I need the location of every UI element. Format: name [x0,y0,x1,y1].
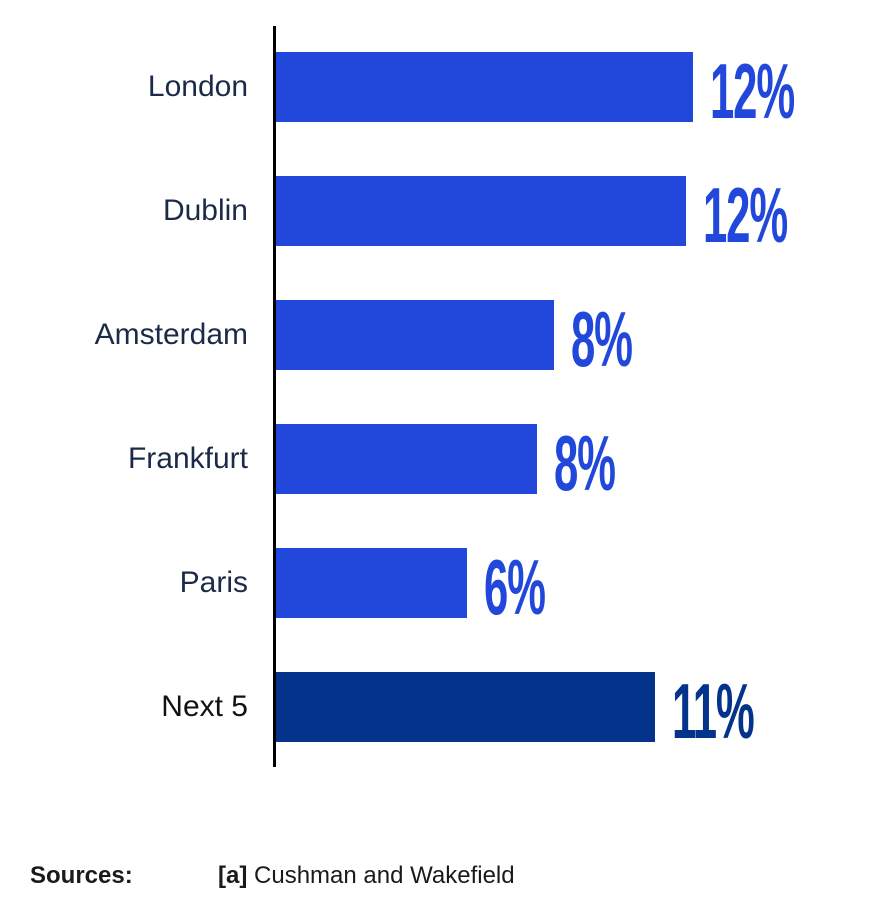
bar-row: Frankfurt 8% [0,397,887,521]
source-ref: [a] [218,862,248,889]
value-label: 11% [672,667,755,755]
bar [276,548,467,618]
chart-plot-area: London 12% Dublin 12% Amsterdam 8% Frankfurt 8%… [0,25,887,769]
sources-label: Sources: [30,862,133,889]
bar-row: Next 5 11% [0,645,887,769]
bar [276,672,655,742]
source-citation: [a] Cushman and Wakefield [218,862,515,890]
bar-row: Dublin 12% [0,149,887,273]
bar [276,52,693,122]
category-label: London [147,70,248,103]
bar-row: Paris 6% [0,521,887,645]
value-label: 8% [554,419,616,507]
bar-row: London 12% [0,25,887,149]
source-text: Cushman and Wakefield [254,862,515,889]
value-label: 6% [484,543,546,631]
category-label: Frankfurt [127,442,248,475]
plot-cell: 12% [276,25,887,149]
bar [276,300,554,370]
value-label: 12% [703,171,788,259]
plot-cell: 12% [276,149,887,273]
value-label: 12% [710,47,795,135]
category-label: Next 5 [161,690,248,723]
category-label: Dublin [162,194,248,227]
plot-cell: 11% [276,645,887,769]
plot-cell: 8% [276,397,887,521]
category-label: Amsterdam [94,318,248,351]
bar [276,176,686,246]
category-label: Paris [179,566,248,599]
value-label: 8% [571,295,633,383]
bar-row: Amsterdam 8% [0,273,887,397]
bar [276,424,537,494]
plot-cell: 8% [276,273,887,397]
plot-cell: 6% [276,521,887,645]
y-axis-line [273,26,276,767]
